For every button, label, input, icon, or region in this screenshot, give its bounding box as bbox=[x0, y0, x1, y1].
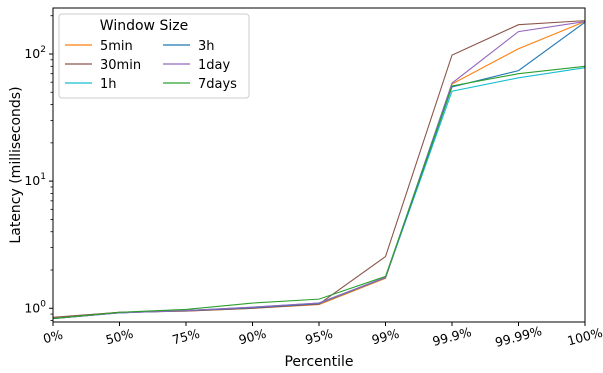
legend-label-30min: 30min bbox=[100, 58, 141, 73]
legend: Window Size 5min 30min 1h 3h 1day 7days bbox=[58, 13, 250, 99]
legend-box bbox=[58, 13, 250, 99]
y-tick-label: 101 bbox=[24, 172, 46, 188]
legend-label-7days: 7days bbox=[198, 77, 237, 92]
series-line-7days bbox=[52, 65, 586, 320]
series-line-1day bbox=[52, 20, 586, 320]
x-tick-label: 0% bbox=[41, 327, 64, 347]
y-axis-label: Latency (milliseconds) bbox=[8, 86, 24, 243]
x-tick-label: 75% bbox=[171, 326, 202, 348]
x-tick-label: 50% bbox=[104, 326, 135, 348]
y-tick-label: 102 bbox=[24, 45, 46, 61]
x-tick-label: 95% bbox=[304, 326, 335, 348]
legend-label-1h: 1h bbox=[100, 77, 117, 92]
legend-label-5min: 5min bbox=[100, 39, 133, 54]
x-tick-label: 100% bbox=[566, 325, 603, 349]
x-tick-label: 90% bbox=[237, 326, 268, 348]
x-tick-label: 99.99% bbox=[493, 323, 543, 350]
legend-title: Window Size bbox=[100, 18, 188, 34]
series-layer bbox=[52, 20, 586, 320]
legend-label-3h: 3h bbox=[198, 39, 215, 54]
x-axis-label: Percentile bbox=[284, 354, 353, 370]
y-tick-label: 100 bbox=[24, 299, 46, 315]
x-tick-label: 99.9% bbox=[431, 324, 473, 349]
x-tick-label: 99% bbox=[370, 326, 401, 348]
series-line-1h bbox=[52, 67, 586, 320]
legend-label-1day: 1day bbox=[198, 58, 230, 73]
